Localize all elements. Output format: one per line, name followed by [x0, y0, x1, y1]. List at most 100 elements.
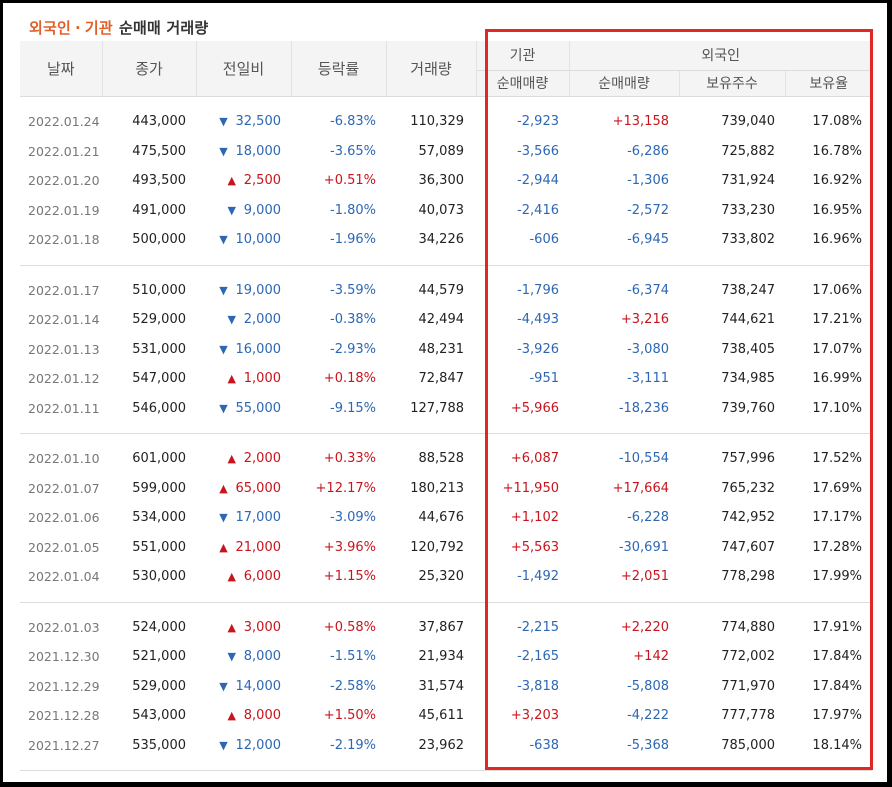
cell-foreign-shares: 733,230: [721, 202, 775, 218]
cell-close: 530,000: [132, 569, 186, 585]
cell-date: 2022.01.24: [28, 114, 100, 130]
header-foreign-net: 순매매량: [569, 70, 680, 98]
header-institution: 기관: [476, 41, 570, 71]
table-row: 2021.12.27 535,000 12,000 -2.19% 23,962 -638 -…: [20, 731, 872, 761]
table-row: 2021.12.30 521,000 8,000 -1.51% 21,934 -2,165…: [20, 642, 872, 672]
cell-volume: 44,579: [418, 282, 465, 298]
group-divider: [20, 601, 872, 603]
cell-close: 475,500: [132, 143, 186, 159]
arrow-down-icon: [218, 739, 230, 752]
cell-rate: +1.15%: [323, 569, 376, 585]
cell-foreign-ratio: 17.07%: [812, 341, 862, 357]
cell-foreign-ratio: 16.95%: [812, 202, 862, 218]
cell-close: 510,000: [132, 282, 186, 298]
cell-change-value: 14,000: [235, 678, 282, 694]
cell-volume: 21,934: [418, 649, 465, 665]
cell-close: 547,000: [132, 371, 186, 387]
cell-volume: 25,320: [418, 569, 465, 585]
table-row: 2022.01.17 510,000 19,000 -3.59% 44,579 -1,79…: [20, 276, 872, 306]
cell-date: 2021.12.28: [28, 708, 100, 724]
cell-volume: 48,231: [418, 341, 465, 357]
cell-volume: 36,300: [418, 173, 465, 189]
cell-change-value: 32,500: [235, 114, 282, 130]
header-volume: 거래량: [386, 41, 477, 97]
cell-foreign-net: +13,158: [612, 114, 669, 130]
cell-volume: 88,528: [418, 451, 465, 467]
cell-change-value: 17,000: [235, 510, 282, 526]
cell-foreign-shares: 744,621: [721, 312, 775, 328]
cell-change: 2,000: [196, 444, 291, 474]
cell-change-value: 10,000: [235, 232, 282, 248]
header-rate: 등락률: [291, 41, 387, 97]
arrow-down-icon: [218, 115, 230, 128]
cell-change: 2,000: [196, 305, 291, 335]
cell-foreign-net: -10,554: [618, 451, 669, 467]
cell-foreign-ratio: 17.84%: [812, 649, 862, 665]
cell-change-value: 19,000: [235, 282, 282, 298]
table-row: 2022.01.06 534,000 17,000 -3.09% 44,676 +1,10…: [20, 503, 872, 533]
cell-foreign-ratio: 16.92%: [812, 173, 862, 189]
arrow-up-icon: [218, 541, 230, 554]
cell-inst-net: +5,563: [510, 539, 559, 555]
cell-volume: 127,788: [410, 400, 464, 416]
cell-foreign-shares: 739,760: [721, 400, 775, 416]
table-row: 2021.12.28 543,000 8,000 +1.50% 45,611 +3,203…: [20, 701, 872, 731]
cell-change-value: 12,000: [235, 737, 282, 753]
cell-foreign-ratio: 17.97%: [812, 708, 862, 724]
arrow-up-icon: [226, 174, 238, 187]
group-divider: [20, 433, 872, 434]
cell-inst-net: -2,416: [517, 202, 559, 218]
header-foreign: 외국인: [569, 41, 872, 71]
cell-date: 2022.01.05: [28, 539, 100, 555]
cell-inst-net: +11,950: [502, 480, 559, 496]
cell-foreign-net: -5,368: [627, 737, 669, 753]
cell-foreign-net: -6,286: [627, 143, 669, 159]
cell-date: 2022.01.07: [28, 480, 100, 496]
cell-inst-net: -1,492: [517, 569, 559, 585]
cell-close: 551,000: [132, 539, 186, 555]
cell-change: 6,000: [196, 562, 291, 592]
table-row: 2022.01.11 546,000 55,000 -9.15% 127,788 +5,9…: [20, 394, 872, 424]
cell-foreign-ratio: 17.08%: [812, 114, 862, 130]
arrow-up-icon: [218, 482, 230, 495]
cell-rate: -2.93%: [330, 341, 376, 357]
cell-inst-net: -1,796: [517, 282, 559, 298]
cell-close: 543,000: [132, 708, 186, 724]
cell-foreign-net: -5,808: [627, 678, 669, 694]
cell-change: 8,000: [196, 701, 291, 731]
cell-close: 493,500: [132, 173, 186, 189]
cell-inst-net: +6,087: [510, 451, 559, 467]
table-row: 2022.01.10 601,000 2,000 +0.33% 88,528 +6,087…: [20, 444, 872, 474]
cell-inst-net: -3,926: [517, 341, 559, 357]
cell-change: 32,500: [196, 107, 291, 137]
cell-foreign-net: -30,691: [618, 539, 669, 555]
cell-foreign-shares: 731,924: [721, 173, 775, 189]
cell-rate: -2.58%: [330, 678, 376, 694]
cell-change-value: 2,500: [243, 173, 281, 189]
cell-foreign-ratio: 17.28%: [812, 539, 862, 555]
cell-change: 12,000: [196, 731, 291, 761]
cell-change: 9,000: [196, 196, 291, 226]
cell-rate: +0.51%: [323, 173, 376, 189]
cell-change: 18,000: [196, 137, 291, 167]
cell-volume: 72,847: [418, 371, 465, 387]
cell-inst-net: -2,165: [517, 649, 559, 665]
cell-date: 2022.01.12: [28, 371, 100, 387]
arrow-down-icon: [218, 511, 230, 524]
cell-date: 2022.01.14: [28, 312, 100, 328]
cell-date: 2022.01.19: [28, 202, 100, 218]
cell-foreign-net: -6,228: [627, 510, 669, 526]
cell-rate: -2.19%: [330, 737, 376, 753]
cell-foreign-net: -3,080: [627, 341, 669, 357]
cell-inst-net: -4,493: [517, 312, 559, 328]
cell-foreign-shares: 785,000: [721, 737, 775, 753]
cell-change-value: 65,000: [235, 480, 282, 496]
cell-volume: 42,494: [418, 312, 465, 328]
section-title: 외국인 · 기관 순매매 거래량: [29, 17, 208, 38]
cell-date: 2021.12.27: [28, 737, 100, 753]
table-row: 2022.01.07 599,000 65,000 +12.17% 180,213 +11…: [20, 474, 872, 504]
cell-close: 524,000: [132, 619, 186, 635]
cell-foreign-net: +2,051: [620, 569, 669, 585]
cell-foreign-shares: 738,247: [721, 282, 775, 298]
cell-foreign-net: -1,306: [627, 173, 669, 189]
